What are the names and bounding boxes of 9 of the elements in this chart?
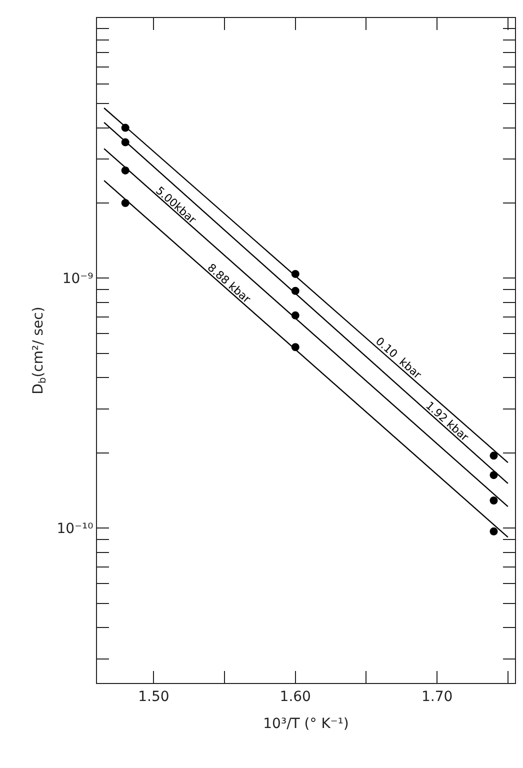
y-tick-label: 10⁻¹⁰ bbox=[56, 521, 94, 538]
x-tick-label: 1.60 bbox=[280, 688, 311, 705]
x-tick-label: 1.70 bbox=[421, 688, 453, 705]
x-axis-title: 10³/T (° K⁻¹) bbox=[263, 716, 349, 732]
x-tick-label: 1.50 bbox=[138, 688, 170, 705]
point bbox=[490, 527, 498, 536]
point bbox=[490, 452, 498, 460]
point bbox=[490, 496, 498, 504]
y-tick-label: 10⁻⁹ bbox=[62, 271, 94, 288]
